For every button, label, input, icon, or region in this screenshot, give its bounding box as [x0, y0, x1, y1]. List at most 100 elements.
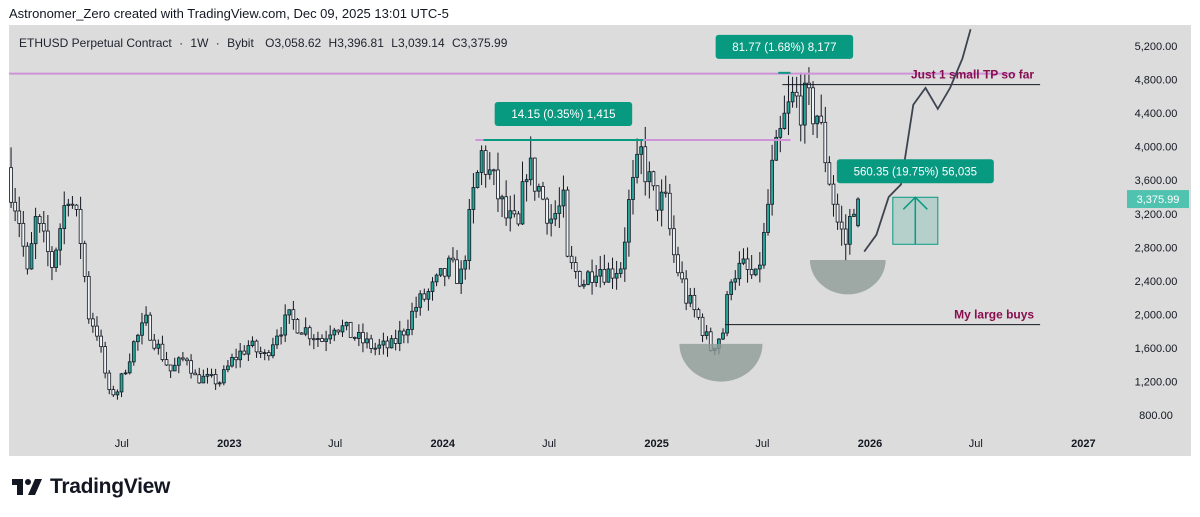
candle-up: [586, 271, 590, 285]
candle-up: [475, 172, 480, 188]
chart-svg[interactable]: 800.00 1,200.00 1,600.00 2,000.00 2,400.00 2,…: [9, 25, 1191, 456]
candle-up: [479, 150, 484, 173]
candle-up: [729, 281, 734, 295]
candle-down: [369, 338, 373, 349]
y-tick-label: 4,800.00: [1135, 75, 1178, 87]
candle-up: [737, 262, 742, 280]
candle-up: [230, 356, 234, 367]
y-tick-label: 1,200.00: [1135, 377, 1178, 389]
candle-up: [520, 181, 525, 225]
candle-up: [201, 375, 206, 384]
candle-down: [831, 183, 836, 205]
symbol-exchange: Bybit: [227, 36, 254, 50]
candle-down: [745, 258, 750, 270]
candle-down: [41, 223, 46, 232]
candle-down: [13, 201, 17, 212]
candle-up: [803, 82, 807, 126]
candle-up: [328, 334, 333, 340]
symbol-interval: 1W: [190, 36, 209, 50]
measure-label-box: [715, 34, 854, 59]
candle-down: [823, 121, 828, 164]
candle-up: [770, 159, 774, 205]
x-tick-label: 2026: [858, 438, 882, 450]
candle-down: [827, 162, 832, 185]
candle-up: [852, 213, 856, 217]
candle-down: [839, 221, 844, 230]
candle-up: [553, 213, 558, 220]
candle-up: [790, 91, 795, 103]
candle-up: [316, 338, 320, 340]
candle-down: [696, 309, 701, 318]
candle-up: [250, 340, 255, 347]
candle-up: [115, 391, 120, 396]
candle-down: [99, 335, 103, 348]
chart-panel[interactable]: 800.00 1,200.00 1,600.00 2,000.00 2,400.00 2,…: [9, 25, 1191, 456]
candle-down: [152, 339, 157, 349]
measure-label: 14.15 (0.35%) 1,415: [511, 109, 615, 121]
candle-up: [508, 210, 513, 219]
candle-up: [774, 136, 779, 161]
candle-up: [140, 322, 144, 336]
x-tick-label: 2027: [1071, 438, 1095, 450]
candle-up: [344, 321, 349, 327]
tradingview-logo[interactable]: TradingView: [12, 474, 170, 500]
y-tick-label: 2,400.00: [1135, 276, 1178, 288]
candle-up: [414, 306, 418, 312]
candle-up: [447, 257, 451, 277]
candle-down: [496, 169, 500, 200]
candle-down: [361, 332, 365, 344]
candle-down: [70, 203, 75, 206]
symbol-separator: ·: [215, 36, 220, 50]
ohlc-close: C3,375.99: [452, 36, 508, 50]
bowl-highlight: [679, 343, 763, 382]
ohlc-high: H3,396.81: [328, 36, 384, 50]
candle-up: [377, 344, 382, 349]
candle-up: [438, 268, 443, 276]
y-tick-label: 2,800.00: [1135, 242, 1178, 254]
candle-up: [406, 329, 410, 336]
candle-down: [794, 91, 799, 97]
candle-down: [483, 150, 488, 175]
x-tick-label: Jul: [542, 438, 556, 450]
y-tick-label: 1,600.00: [1135, 343, 1178, 355]
candle-down: [545, 198, 549, 224]
measure-arrowhead: [902, 196, 928, 210]
measure-label-box: [836, 159, 994, 184]
candle-up: [279, 334, 283, 337]
candle-down: [17, 210, 22, 224]
candle-up: [283, 314, 288, 336]
candle-up: [614, 273, 619, 279]
candle-down: [336, 329, 341, 333]
x-tick-label: 2023: [217, 438, 241, 450]
candle-down: [86, 275, 91, 320]
candle-down: [455, 259, 459, 284]
candle-up: [144, 314, 148, 324]
y-tick-label: 2,000.00: [1135, 310, 1178, 322]
candle-up: [631, 176, 635, 200]
candle-down: [700, 316, 705, 336]
candle-down: [422, 293, 427, 300]
candle-up: [500, 196, 504, 200]
x-tick-label: Jul: [328, 438, 342, 450]
candle-down: [91, 318, 95, 327]
candle-down: [590, 271, 594, 283]
candle-up: [766, 203, 770, 233]
candle-down: [577, 271, 582, 287]
candle-up: [357, 332, 361, 339]
candle-up: [557, 205, 562, 214]
candle-down: [352, 336, 357, 339]
candle-up: [848, 216, 852, 245]
candle-up: [156, 343, 161, 349]
candle-up: [381, 340, 386, 346]
candle-up: [782, 112, 787, 129]
candle-up: [459, 268, 463, 284]
candle-down: [643, 146, 648, 183]
candle-up: [119, 373, 124, 393]
candle-up: [487, 169, 492, 175]
candle-down: [193, 372, 198, 376]
ohlc-low: L3,039.14: [391, 36, 445, 50]
candle-down: [663, 191, 668, 194]
candle-down: [148, 314, 152, 341]
candle-down: [492, 169, 496, 172]
candle-up: [741, 258, 746, 264]
